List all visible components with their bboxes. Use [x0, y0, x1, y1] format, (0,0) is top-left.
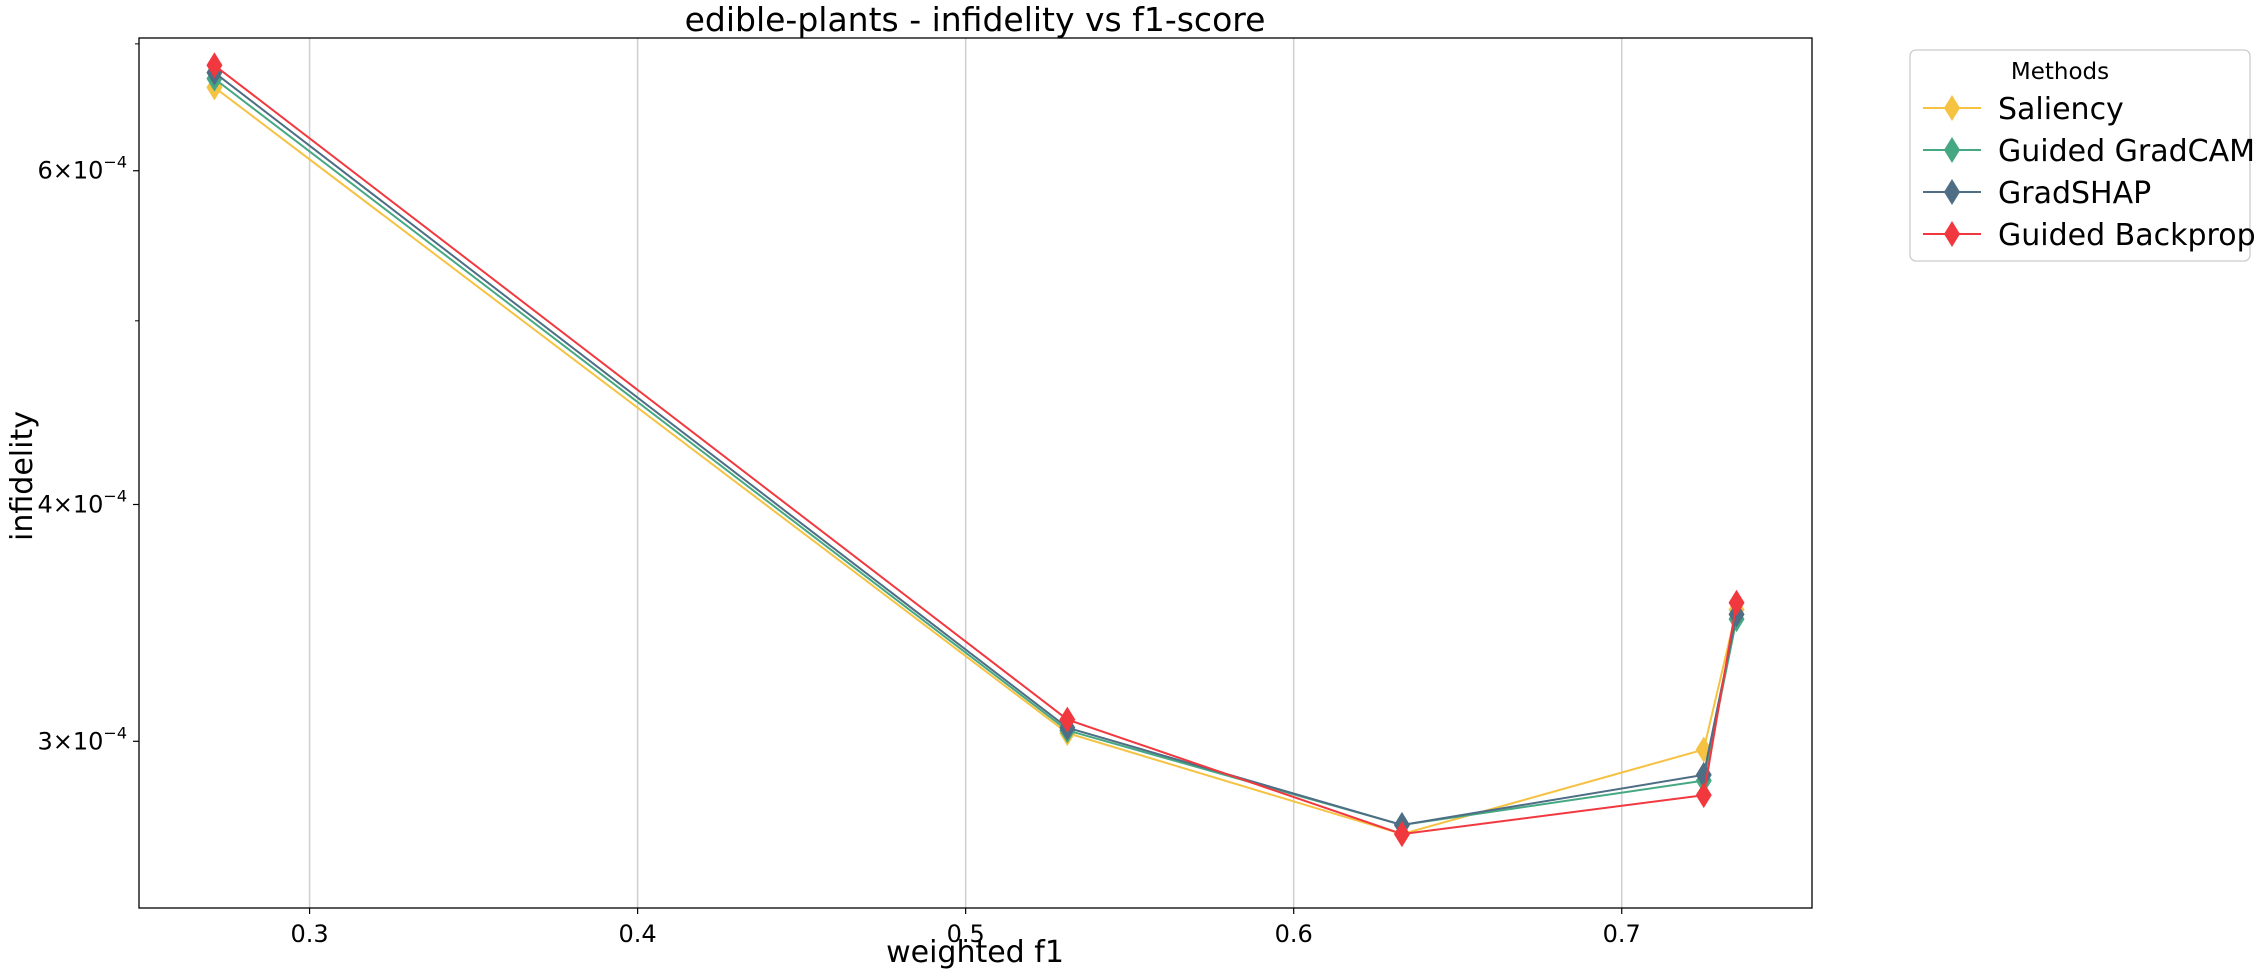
legend-item: Guided Backprop [1923, 218, 2256, 253]
legend-title: Methods [2011, 59, 2109, 85]
series-line [213, 77, 1738, 827]
legend-marker [1944, 221, 1960, 247]
x-tick-label: 0.6 [1275, 920, 1313, 948]
x-tick-label: 0.3 [290, 920, 328, 948]
data-point-marker [206, 52, 223, 79]
series-line [213, 64, 1738, 836]
series-line [213, 71, 1738, 827]
legend-label: Guided Backprop [1998, 218, 2256, 253]
series-guided-gradcam [206, 65, 1745, 838]
legend-box [1909, 49, 2251, 262]
legend-label: GradSHAP [1998, 176, 2151, 211]
legend-marker [1944, 95, 1960, 121]
y-tick-label: 6×10−4 [37, 153, 127, 185]
legend-marker [1944, 179, 1960, 205]
data-point-marker [1695, 782, 1712, 809]
legend-item: Saliency [1923, 92, 2124, 127]
series-gradshap [206, 59, 1745, 838]
legend-item: GradSHAP [1923, 176, 2151, 211]
legend-label: Guided GradCAM [1998, 134, 2255, 169]
y-axis-label: infidelity [5, 411, 40, 541]
series-line [213, 86, 1738, 836]
y-axis: 3×10−4 4×10−4 6×10−4 [37, 43, 139, 755]
plot-frame [138, 37, 1813, 909]
x-tick-label: 0.7 [1603, 920, 1641, 948]
series-layer [206, 52, 1745, 848]
legend-label: Saliency [1998, 92, 2124, 127]
legend: Methods Saliency Guided GradCAM GradSHAP Gu… [1909, 49, 2256, 262]
x-axis: 0.3 0.4 0.5 0.6 0.7 [290, 908, 1641, 948]
data-point-marker [1728, 589, 1745, 616]
y-tick-label: 3×10−4 [37, 723, 127, 755]
x-tick-label: 0.5 [947, 920, 985, 948]
grid-lines [308, 38, 1623, 908]
x-tick-label: 0.4 [619, 920, 657, 948]
chart-title: edible-plants - infidelity vs f1-score [685, 0, 1266, 39]
data-point-marker [1393, 821, 1410, 848]
y-tick-label: 4×10−4 [37, 486, 127, 518]
legend-marker [1944, 137, 1960, 163]
series-guided-backprop [206, 52, 1745, 848]
legend-item: Guided GradCAM [1923, 134, 2255, 169]
data-point-marker [1059, 706, 1076, 733]
series-saliency [206, 74, 1745, 848]
x-axis-label: weighted f1 [886, 935, 1064, 970]
